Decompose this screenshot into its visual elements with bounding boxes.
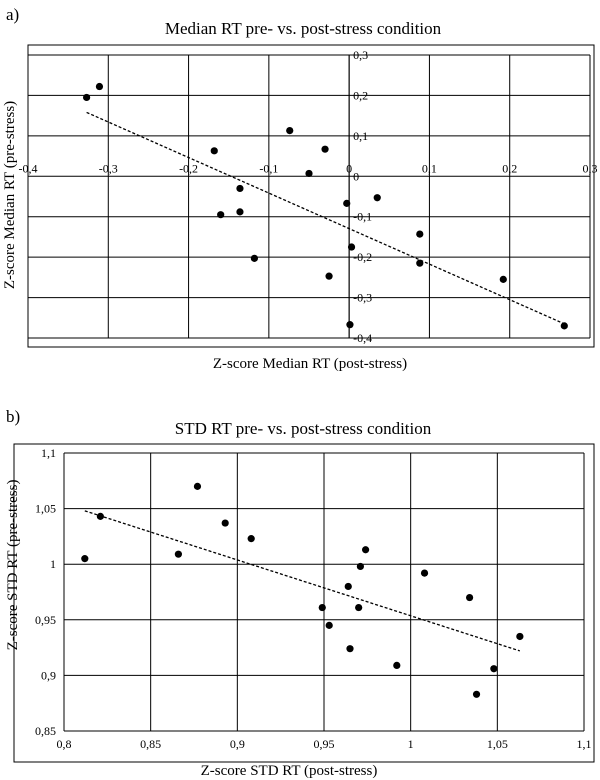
data-point (305, 169, 313, 178)
data-point (236, 184, 244, 193)
x-tick-label: -0,3 (99, 161, 118, 175)
data-point (373, 194, 381, 202)
data-point (347, 243, 356, 251)
data-points-b (81, 482, 524, 698)
data-point (490, 665, 498, 673)
data-point (393, 661, 401, 669)
data-point (356, 562, 364, 571)
x-tick-label: 0,85 (140, 737, 161, 751)
tick-labels-a: -0,4 -0,3 -0,2 -0,1 0 0,1 0,2 0,3 -0,4 -0,3 -0,2 -0… (19, 48, 598, 345)
x-tick-label: -0,1 (259, 161, 278, 175)
x-tick-label: 0,95 (314, 737, 335, 751)
chart-frame-b (13, 443, 595, 763)
y-tick-label: 0,85 (35, 724, 56, 738)
x-tick-label: -0,2 (179, 161, 198, 175)
data-point (193, 482, 202, 490)
x-axis-label-b: Z-score STD RT (post-stress) (201, 763, 378, 779)
x-tick-label: 0,8 (57, 737, 72, 751)
y-tick-label: 1 (50, 557, 56, 571)
trendline (84, 510, 521, 652)
data-point (344, 582, 352, 591)
data-point (466, 593, 474, 602)
y-tick-label: 0 (353, 169, 359, 183)
tick-labels-b: 0,8 0,85 0,9 0,95 1 1,05 1,10,850,90,9511,051,… (35, 446, 592, 751)
grid-b (63, 452, 585, 732)
data-point (174, 550, 182, 558)
y-axis-label-a: Z-score Median RT (pre-stress) (2, 101, 18, 289)
x-tick-label: 1,1 (577, 737, 592, 751)
data-point (236, 208, 244, 216)
data-point (217, 211, 225, 219)
x-tick-label: 1 (408, 737, 414, 751)
data-point (95, 82, 104, 91)
data-point (346, 321, 354, 329)
grid-a (27, 54, 591, 339)
chart-title-a: Median RT pre- vs. post-stress condition (165, 19, 442, 38)
chart-frame-a (27, 44, 595, 348)
chart-panel-b: b) STD RT pre- vs. post-stress condition… (5, 407, 595, 779)
y-tick-label: 0,3 (353, 48, 368, 62)
data-point (96, 512, 104, 520)
data-point (250, 254, 259, 262)
y-tick-label: 0,95 (35, 613, 56, 627)
chart-title-b: STD RT pre- vs. post-stress condition (175, 419, 432, 438)
data-point (221, 519, 229, 527)
y-tick-label: 0,2 (353, 88, 368, 102)
trendline-b (84, 510, 521, 652)
data-point (355, 603, 363, 612)
data-point (318, 603, 326, 612)
y-axis-label-b: Z-score STD RT (pre-stress) (5, 480, 21, 651)
x-tick-label: 0,2 (502, 161, 517, 175)
data-point (560, 322, 568, 330)
panel-label-a: a) (6, 5, 19, 24)
trendline-a (86, 111, 565, 325)
trendline (86, 111, 565, 325)
y-tick-label: -0,4 (353, 331, 372, 345)
data-point (362, 546, 370, 554)
x-tick-label: -0,4 (19, 161, 38, 175)
x-axis-label-a: Z-score Median RT (post-stress) (213, 356, 407, 372)
y-tick-label: 0,1 (353, 129, 368, 143)
data-point (416, 230, 424, 238)
data-point (346, 645, 354, 653)
y-tick-label: 1,1 (41, 446, 56, 460)
x-tick-label: 0,1 (422, 161, 437, 175)
data-point (210, 147, 218, 155)
y-tick-label: 1,05 (35, 502, 56, 516)
data-point (325, 621, 333, 629)
data-point (321, 145, 329, 153)
panel-label-b: b) (6, 407, 20, 426)
data-point (516, 632, 524, 641)
data-point (343, 199, 351, 207)
data-point (325, 272, 333, 280)
data-point (83, 93, 91, 102)
chart-panel-a: a) Median RT pre- vs. post-stress condit… (2, 5, 598, 372)
y-tick-label: 0,9 (41, 668, 56, 682)
data-point (81, 555, 89, 563)
data-point (247, 535, 255, 543)
y-tick-label: -0,1 (353, 210, 372, 224)
x-tick-label: 0 (346, 161, 352, 175)
data-point (499, 275, 507, 283)
data-point (472, 690, 481, 698)
data-points-a (83, 82, 568, 330)
x-tick-label: 0,9 (230, 737, 245, 751)
y-tick-label: -0,3 (353, 291, 372, 305)
data-point (416, 259, 424, 267)
x-tick-label: 0,3 (583, 161, 598, 175)
data-point (420, 569, 429, 577)
x-tick-label: 1,05 (487, 737, 508, 751)
y-tick-label: -0,2 (353, 250, 372, 264)
data-point (286, 127, 294, 135)
